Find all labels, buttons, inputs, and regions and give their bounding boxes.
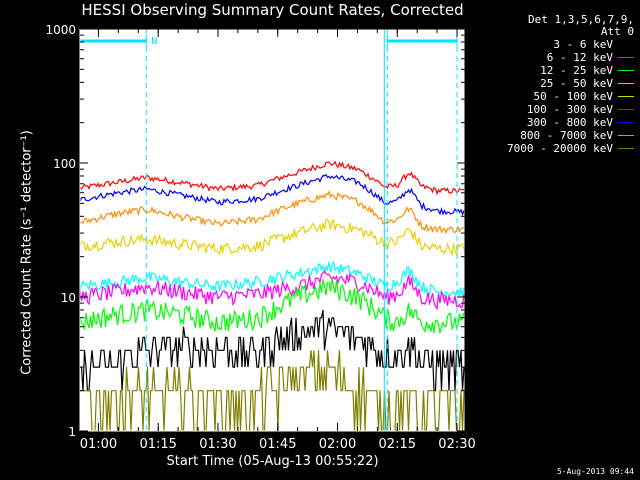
y-axis-label: Corrected Count Rate (s⁻¹ detector⁻¹) xyxy=(19,130,35,375)
legend-items: 3 - 6 keV 6 - 12 keV 12 - 25 keV 25 - 50 ke… xyxy=(470,38,638,155)
series-line-12-25-kev xyxy=(79,278,465,334)
x-tick-label: 01:30 xyxy=(199,437,236,452)
x-tick-label: 02:30 xyxy=(438,437,475,452)
legend-header-detectors: Det 1,3,5,6,7,9, xyxy=(528,13,634,26)
legend-item-label: 12 - 25 keV xyxy=(540,64,613,77)
y-tick-label: 1000 xyxy=(45,23,76,37)
legend-item: 50 - 100 keV xyxy=(470,90,638,103)
x-axis-label: Start Time (05-Aug-13 00:55:22) xyxy=(166,454,379,469)
legend-item-label: 7000 - 20000 keV xyxy=(507,142,613,155)
series-group xyxy=(79,160,465,432)
legend-item: 6 - 12 keV xyxy=(470,51,638,64)
x-tick-label: 01:15 xyxy=(139,437,176,452)
chart-title: HESSI Observing Summary Count Rates, Cor… xyxy=(81,1,464,19)
legend-swatch xyxy=(618,135,634,136)
y-tick-label: 100 xyxy=(53,157,76,171)
y-tick-label: 10 xyxy=(61,291,76,305)
legend-swatch xyxy=(618,70,634,71)
series-line-800-7000-kev xyxy=(79,190,465,235)
legend-swatch xyxy=(618,96,634,97)
axes-group: 1 10 100 1000 01:00 01:15 01:30 01:45 02:00 02:15… xyxy=(45,23,475,452)
series-line-7000-20000-kev xyxy=(80,350,465,432)
legend-swatch xyxy=(618,109,634,110)
legend-item: 25 - 50 keV xyxy=(470,77,638,90)
x-tick-label: 02:00 xyxy=(319,437,356,452)
series-line-300-800-kev xyxy=(79,173,465,217)
series-line-3-6-kev xyxy=(80,309,465,392)
x-tick-label: 02:15 xyxy=(379,437,416,452)
legend: Det 1,3,5,6,7,9, Att 0 3 - 6 keV 6 - 12 k… xyxy=(470,14,638,155)
plot-background xyxy=(80,29,465,431)
legend-item-label: 6 - 12 keV xyxy=(546,51,613,64)
series-line-100-300-kev xyxy=(79,160,465,196)
legend-item-label: 800 - 7000 keV xyxy=(520,129,613,142)
legend-swatch xyxy=(618,44,634,45)
legend-header-attenuator: Att 0 xyxy=(600,25,634,38)
legend-item-label: 100 - 300 keV xyxy=(526,103,613,116)
timestamp: 5-Aug-2013 09:44 xyxy=(556,467,634,476)
legend-item: 800 - 7000 keV xyxy=(470,129,638,142)
x-tick-label: 01:45 xyxy=(259,437,296,452)
legend-swatch xyxy=(618,122,634,123)
legend-item-label: 50 - 100 keV xyxy=(533,90,613,103)
legend-item: 100 - 300 keV xyxy=(470,103,638,116)
series-line-6-12-kev xyxy=(79,270,465,311)
series-line-50-100-kev xyxy=(79,218,465,257)
legend-swatch xyxy=(618,83,634,84)
series-line-25-50-kev xyxy=(79,259,465,299)
legend-item: 12 - 25 keV xyxy=(470,64,638,77)
legend-item: 3 - 6 keV xyxy=(470,38,638,51)
legend-swatch xyxy=(618,148,634,149)
legend-item-label: 25 - 50 keV xyxy=(540,77,613,90)
legend-item-label: 3 - 6 keV xyxy=(553,38,613,51)
legend-swatch xyxy=(618,57,634,58)
y-tick-label: 1 xyxy=(68,425,76,439)
legend-item-label: 300 - 800 keV xyxy=(526,116,613,129)
legend-item: 7000 - 20000 keV xyxy=(470,142,638,155)
legend-item: 300 - 800 keV xyxy=(470,116,638,129)
night-label: N xyxy=(151,36,157,47)
x-tick-label: 01:00 xyxy=(80,437,117,452)
